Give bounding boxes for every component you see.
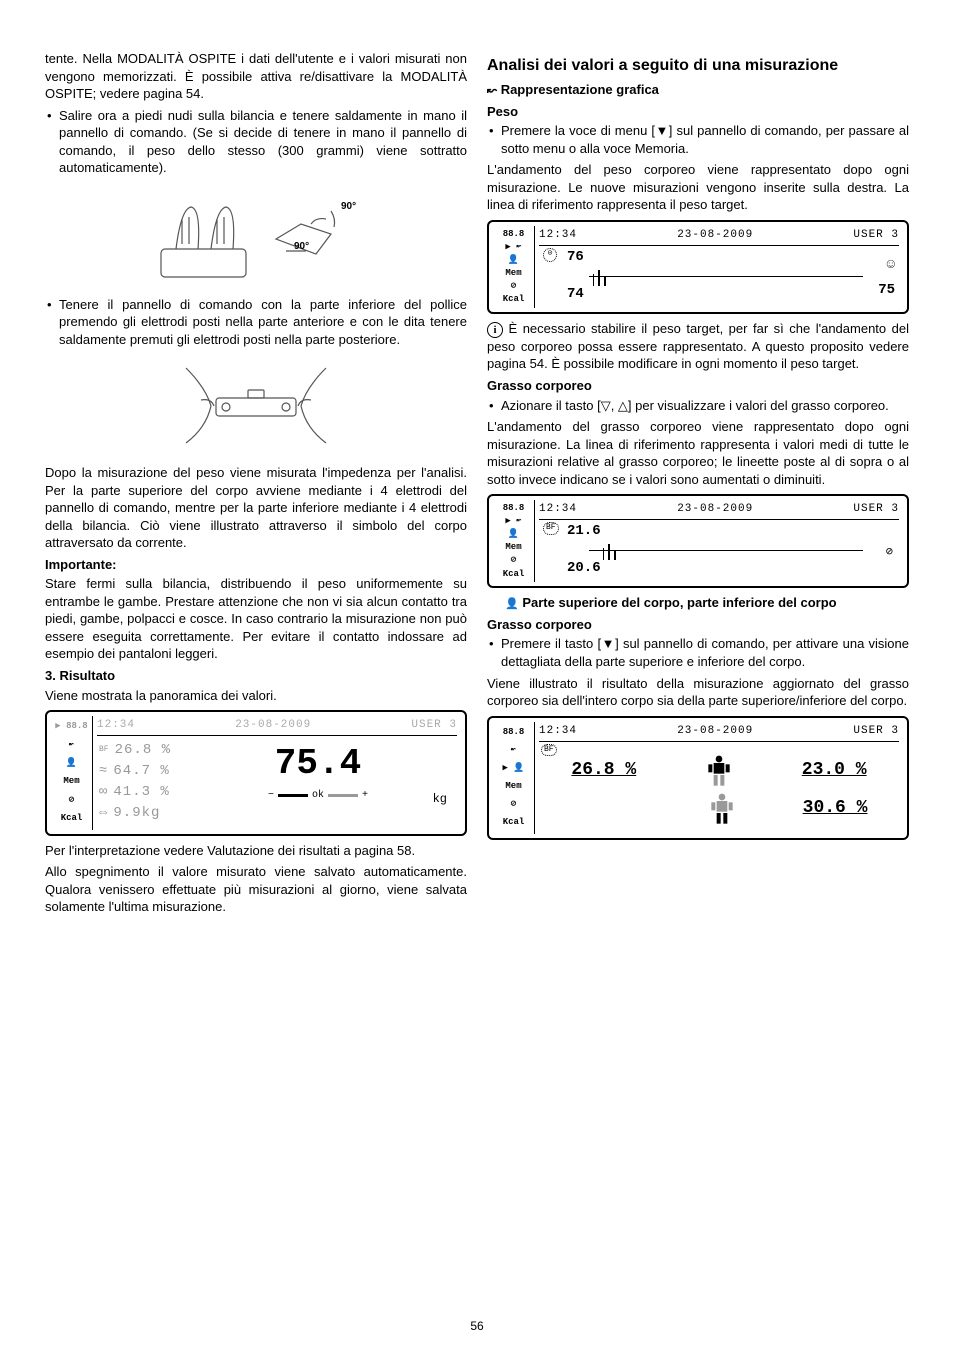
peso-heading: Peso [487, 103, 909, 121]
grasso-bullet: Azionare il tasto [▽, △] per visualizzar… [487, 397, 909, 415]
lcd-bodyfat-trend: 88.8 ▶ ↜ 👤 Mem ⊘ Kcal 12:34 23-08-2009 U… [487, 494, 909, 588]
lcd-bodyfat-upper-lower: 88.8 ↜ ▶ 👤 Mem ⊘ Kcal 12:34 23-08-2009 U… [487, 716, 909, 840]
interpretation-ref: Per l'interpretazione vedere Valutazione… [45, 842, 467, 860]
analysis-title: Analisi dei valori a seguito di una misu… [487, 56, 909, 75]
right-column: Analisi dei valori a seguito di una misu… [487, 50, 909, 920]
peso-para: L'andamento del peso corporeo viene rapp… [487, 161, 909, 214]
left-column: tente. Nella MODALITÀ OSPITE i dati dell… [45, 50, 467, 920]
graph-heading: ↜ Rappresentazione grafica [487, 81, 909, 99]
importante-text: Stare fermi sulla bilancia, distribuendo… [45, 575, 467, 663]
parte-heading: 👤 Parte superiore del corpo, parte infer… [487, 594, 909, 612]
risultato-heading: 3. Risultato [45, 667, 467, 685]
illustration-feet-and-hand: 90° 90° [45, 183, 467, 290]
bullet-hold-panel: Tenere il pannello di comando con la par… [45, 296, 467, 349]
grasso-para: L'andamento del grasso corporeo viene ra… [487, 418, 909, 488]
bullet-step-scale: Salire ora a piedi nudi sulla bilancia e… [45, 107, 467, 177]
risultato-text: Viene mostrata la panoramica dei valori. [45, 687, 467, 705]
grasso2-para: Viene illustrato il risultato della misu… [487, 675, 909, 710]
shutdown-save: Allo spegnimento il valore misurato vien… [45, 863, 467, 916]
page-number: 56 [470, 1318, 483, 1334]
grasso-heading: Grasso corporeo [487, 377, 909, 395]
intro-text: tente. Nella MODALITÀ OSPITE i dati dell… [45, 50, 467, 103]
grasso2-bullet: Premere il tasto [▼] sul pannello di com… [487, 635, 909, 670]
lcd-weight-trend: 88.8 ▶ ↜ 👤 Mem ⊘ Kcal 12:34 23-08-2009 U… [487, 220, 909, 314]
illustration-hands-panel [45, 358, 467, 453]
info-icon: i [487, 322, 503, 338]
peso-bullet: Premere la voce di menu [▼] sul pannello… [487, 122, 909, 157]
svg-text:90°: 90° [341, 201, 356, 212]
importante-heading: Importante: [45, 556, 467, 574]
grasso2-heading: Grasso corporeo [487, 616, 909, 634]
info-target: i È necessario stabilire il peso target,… [487, 320, 909, 373]
impedance-para: Dopo la misurazione del peso viene misur… [45, 464, 467, 552]
lcd-results-overview: ▶ 88.8 ↜ 👤 Mem ⊘ Kcal 12:34 23-08-2009 U… [45, 710, 467, 835]
svg-text:90°: 90° [294, 241, 309, 252]
